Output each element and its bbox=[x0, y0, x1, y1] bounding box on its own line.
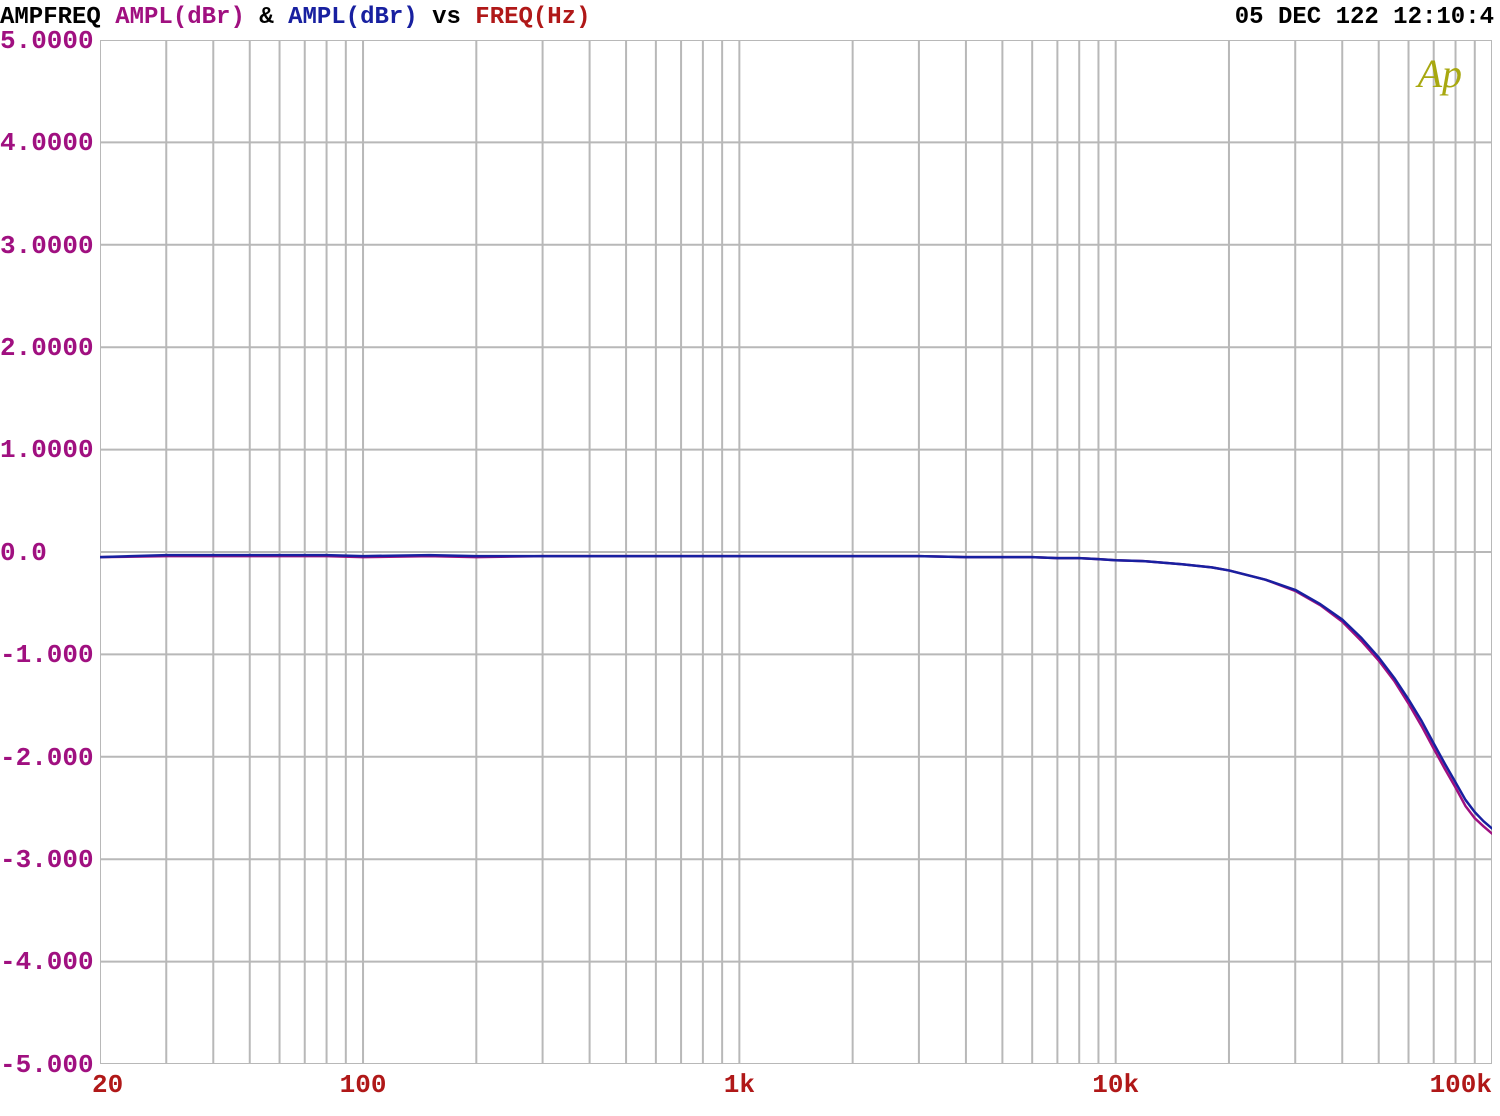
series-AMPL2 bbox=[100, 555, 1492, 828]
ytick-label: -4.000 bbox=[0, 947, 94, 977]
header-part: vs bbox=[418, 4, 476, 31]
header-part: & bbox=[245, 4, 288, 31]
xtick-label: 20 bbox=[22, 1070, 172, 1100]
header-part: FREQ(Hz) bbox=[475, 4, 590, 31]
xtick-label: 100k bbox=[1430, 1070, 1492, 1100]
ytick-label: -3.000 bbox=[0, 845, 94, 875]
series-AMPL1 bbox=[100, 556, 1492, 834]
chart-container: AMPFREQ AMPL(dBr) & AMPL(dBr) vs FREQ(Hz… bbox=[0, 0, 1500, 1116]
ytick-label: -2.000 bbox=[0, 743, 94, 773]
xtick-label: 10k bbox=[1092, 1070, 1139, 1100]
xtick-label: 100 bbox=[340, 1070, 387, 1100]
header-timestamp: 05 DEC 122 12:10:4 bbox=[1235, 4, 1494, 31]
ytick-label: 2.0000 bbox=[0, 333, 94, 363]
ytick-label: 0.0 bbox=[0, 538, 47, 568]
header-part: AMPL(dBr) bbox=[288, 4, 418, 31]
ap-logo: Ap bbox=[1418, 50, 1462, 97]
chart-header: AMPFREQ AMPL(dBr) & AMPL(dBr) vs FREQ(Hz… bbox=[0, 4, 1500, 34]
ytick-label: -1.000 bbox=[0, 640, 94, 670]
xtick-label: 1k bbox=[724, 1070, 755, 1100]
ytick-label: 5.0000 bbox=[0, 26, 94, 56]
plot-svg bbox=[100, 40, 1492, 1064]
ytick-label: 3.0000 bbox=[0, 231, 94, 261]
plot-area: Ap bbox=[100, 40, 1492, 1064]
ytick-label: 4.0000 bbox=[0, 128, 94, 158]
grid bbox=[100, 40, 1492, 1064]
ytick-label: 1.0000 bbox=[0, 435, 94, 465]
header-part: AMPL(dBr) bbox=[115, 4, 245, 31]
